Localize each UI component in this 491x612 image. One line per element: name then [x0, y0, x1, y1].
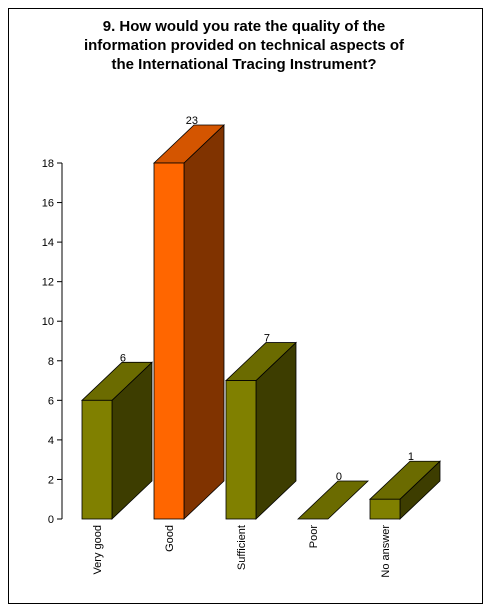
y-tick-label: 4: [48, 435, 54, 447]
y-tick-label: 2: [48, 474, 54, 486]
chart-title-line-3: the International Tracing Instrument?: [111, 56, 377, 73]
bar-front: [225, 380, 257, 520]
x-category-label: No answer: [380, 525, 392, 578]
x-category-label: Good: [164, 525, 176, 552]
x-category-label: Poor: [308, 525, 320, 549]
x-category-label: Sufficient: [236, 525, 248, 570]
chart-title-line-1: 9. How would you rate the quality of the: [102, 18, 386, 35]
y-tick-label: 0: [48, 514, 54, 526]
bar-value-label: 7: [264, 333, 270, 345]
bar-value-label: 0: [336, 471, 342, 483]
y-tick-label: 6: [48, 395, 54, 407]
chart-title-line-2: information provided on technical aspect…: [83, 37, 405, 54]
y-tick-label: 8: [48, 356, 54, 368]
bar-front: [369, 498, 401, 520]
bar-value-label: 6: [120, 352, 126, 364]
y-tick-label: 16: [42, 198, 54, 210]
bar-front: [153, 162, 185, 520]
x-category-label: Very good: [92, 525, 104, 575]
chart-title: 9. How would you rate the quality of the…: [29, 17, 459, 74]
bar-top: [296, 480, 370, 520]
bar-value-label: 23: [186, 115, 198, 127]
y-tick-label: 14: [42, 237, 54, 249]
y-tick-label: 12: [42, 277, 54, 289]
bar-value-label: 1: [408, 451, 414, 463]
bar-side: [183, 124, 225, 520]
bar-front: [81, 399, 113, 520]
y-tick-label: 18: [42, 158, 54, 170]
y-tick-label: 10: [42, 316, 54, 328]
